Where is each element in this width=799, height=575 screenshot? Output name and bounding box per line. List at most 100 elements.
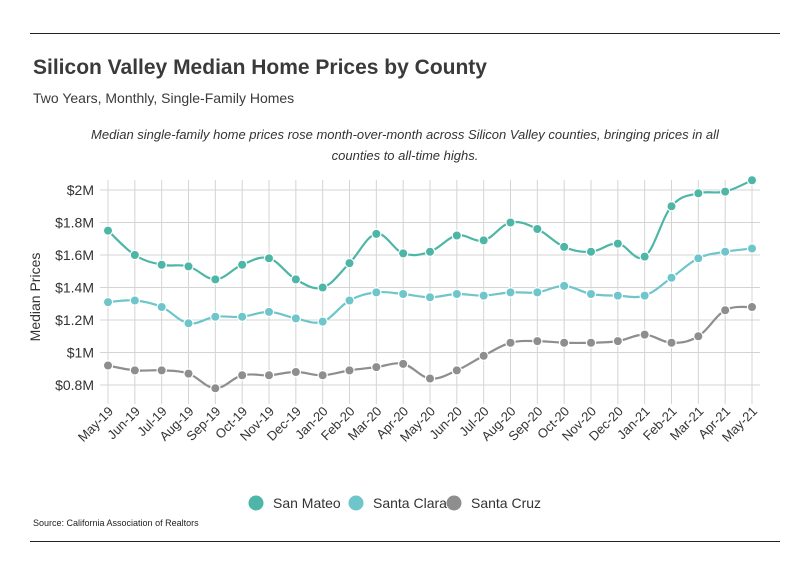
data-point (236, 311, 248, 322)
data-point (371, 287, 382, 298)
data-point (263, 370, 275, 381)
data-point (612, 335, 624, 347)
data-point (156, 365, 167, 376)
data-point (397, 248, 409, 259)
data-point (746, 301, 758, 313)
data-point (236, 259, 248, 270)
data-point (719, 305, 731, 316)
data-point (585, 246, 597, 257)
legend-label: Santa Cruz (471, 495, 541, 511)
y-axis-ticks: $0.8M $1M $1.2M $1.4M $1.6M $1.8M $2M (55, 182, 94, 393)
data-point (129, 249, 141, 261)
data-point (532, 287, 543, 298)
data-point (639, 290, 650, 301)
series-santa-clara (102, 243, 758, 329)
chart-caption: Median single-family home prices rose mo… (91, 127, 719, 163)
data-point (505, 287, 516, 298)
data-point (746, 175, 758, 186)
data-point (666, 201, 677, 212)
data-point (478, 235, 489, 246)
legend-swatch (446, 495, 462, 511)
data-point (693, 331, 704, 342)
data-point (505, 217, 516, 228)
data-point (666, 337, 677, 348)
data-point (478, 290, 489, 301)
data-point (558, 280, 570, 292)
data-point (183, 368, 194, 379)
data-point (693, 188, 704, 199)
data-point (183, 261, 194, 272)
series-santa-cruz (102, 301, 758, 394)
legend-label: Santa Clara (373, 495, 447, 511)
y-axis-label: Median Prices (27, 253, 43, 342)
legend-swatch (248, 495, 264, 511)
data-point (558, 241, 570, 253)
data-point (344, 365, 355, 376)
data-point (210, 311, 221, 322)
data-point (532, 223, 543, 235)
y-tick-label: $1.6M (55, 247, 94, 263)
data-point (639, 329, 650, 340)
legend-label: San Mateo (273, 495, 341, 511)
data-point (236, 370, 248, 381)
bottom-rule (30, 541, 780, 542)
data-point (424, 246, 436, 257)
data-point (558, 337, 570, 348)
top-rule (30, 33, 780, 34)
data-point (719, 186, 731, 197)
y-tick-label: $1.8M (55, 215, 94, 231)
chart-title: Silicon Valley Median Home Prices by Cou… (33, 56, 487, 79)
data-point (451, 365, 463, 376)
data-point (210, 383, 221, 394)
data-point (290, 366, 302, 378)
data-point (478, 350, 489, 361)
series-layer (102, 175, 758, 394)
data-point (612, 238, 624, 249)
data-point (129, 295, 141, 306)
y-tick-label: $1M (67, 345, 94, 361)
y-tick-label: $0.8M (55, 377, 94, 393)
data-point (532, 335, 543, 347)
data-point (344, 295, 355, 306)
grid-lines (100, 180, 760, 404)
data-point (290, 313, 302, 324)
data-point (156, 259, 167, 270)
data-point (156, 301, 167, 313)
source-note: Source: California Association of Realto… (33, 518, 199, 528)
data-point (317, 282, 328, 293)
data-point (397, 288, 409, 300)
data-point (317, 370, 328, 381)
data-point (719, 246, 731, 257)
data-point (639, 251, 650, 262)
y-tick-label: $1.2M (55, 312, 94, 328)
data-point (263, 306, 275, 318)
data-point (585, 337, 597, 348)
data-point (102, 296, 114, 308)
data-point (210, 274, 221, 285)
data-point (424, 292, 436, 303)
data-point (451, 230, 463, 241)
data-point (371, 228, 382, 240)
data-point (317, 316, 328, 327)
data-point (102, 225, 114, 236)
data-point (424, 373, 436, 384)
data-point (183, 318, 194, 329)
data-point (746, 243, 758, 254)
data-point (693, 253, 704, 264)
data-point (371, 361, 382, 373)
data-point (585, 288, 597, 300)
data-point (612, 290, 624, 301)
data-point (263, 253, 275, 264)
data-point (102, 360, 114, 371)
data-point (397, 358, 409, 370)
series-san-mateo (102, 175, 758, 293)
data-point (666, 272, 677, 283)
data-point (505, 337, 516, 348)
data-point (129, 365, 141, 376)
legend-swatch (348, 495, 364, 511)
y-tick-label: $1.4M (55, 280, 94, 296)
chart-subtitle: Two Years, Monthly, Single-Family Homes (33, 90, 295, 106)
y-tick-label: $2M (67, 182, 94, 198)
data-point (290, 274, 302, 285)
x-axis-ticks: May-19Jun-19Jul-19Aug-19Sep-19Oct-19Nov-… (75, 404, 760, 445)
